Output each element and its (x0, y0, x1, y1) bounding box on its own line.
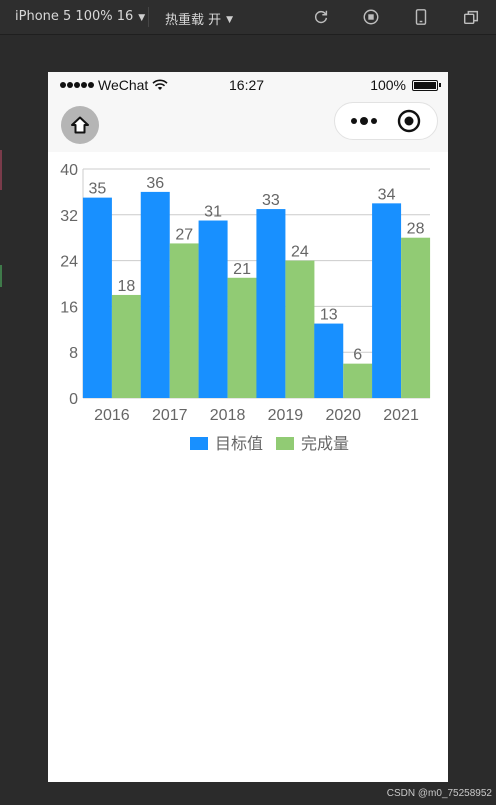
phone-simulator: WeChat 16:27 100% (48, 72, 448, 782)
hot-reload-label: 热重载 开 (165, 13, 222, 28)
phone-icon[interactable] (411, 7, 431, 27)
editor-gutter-marker (0, 150, 2, 190)
data-label: 34 (378, 186, 396, 203)
x-tick-label: 2016 (94, 407, 130, 424)
column-chart: 0 8 16 24 32 40 35 18 2016 36 27 2017 31 21 2018 33 24 20… (48, 152, 448, 472)
hot-reload-select[interactable]: 热重载 开 ▼ (165, 9, 233, 28)
data-label: 13 (320, 307, 338, 324)
battery-status: 100% (370, 77, 441, 93)
windows-icon[interactable] (461, 7, 481, 27)
y-tick-label: 0 (69, 391, 78, 408)
y-tick-label: 32 (60, 208, 78, 225)
record-icon[interactable] (361, 7, 381, 27)
data-label: 31 (204, 204, 222, 221)
legend-swatch (190, 437, 208, 450)
y-tick-label: 24 (60, 254, 78, 271)
data-label: 35 (89, 181, 107, 198)
x-tick-label: 2017 (152, 407, 188, 424)
home-icon (71, 116, 89, 134)
data-label: 6 (353, 347, 362, 364)
bar-target (256, 209, 286, 398)
y-tick-label: 16 (60, 299, 78, 316)
miniprogram-capsule (334, 102, 438, 140)
data-label: 21 (233, 261, 251, 278)
carrier: WeChat (60, 77, 168, 93)
bar-completed (111, 294, 141, 398)
battery-percent: 100% (370, 77, 406, 93)
carrier-name: WeChat (98, 77, 149, 93)
data-label: 18 (118, 278, 136, 295)
bar-target (372, 203, 402, 398)
data-label: 27 (175, 226, 193, 243)
simulator-toolbar: iPhone 5 100% 16 ▼ 热重载 开 ▼ (0, 0, 496, 35)
x-tick-label: 2019 (268, 407, 304, 424)
signal-icon (60, 82, 94, 88)
bar-completed (227, 277, 257, 398)
bar-completed (285, 260, 315, 398)
navigation-bar (48, 100, 448, 152)
watermark: CSDN @m0_75258952 (386, 788, 492, 799)
y-tick-label: 40 (60, 162, 78, 179)
toolbar-divider (148, 7, 149, 27)
chart-canvas: 0 8 16 24 32 40 35 18 2016 36 27 2017 31 21 2018 33 24 20… (60, 162, 431, 453)
editor-gutter-marker (0, 265, 2, 287)
status-time: 16:27 (229, 77, 265, 93)
legend-label: 完成量 (301, 435, 349, 453)
data-label: 28 (407, 221, 425, 238)
bar-target (140, 191, 170, 398)
x-tick-label: 2018 (210, 407, 246, 424)
bar-completed (169, 243, 199, 398)
legend-swatch (276, 437, 294, 450)
x-tick-label: 2020 (325, 407, 361, 424)
home-button[interactable] (61, 106, 99, 144)
bar-target (314, 323, 344, 398)
more-dots-icon (351, 117, 377, 125)
wifi-icon (152, 79, 168, 90)
refresh-icon[interactable] (311, 7, 331, 27)
more-menu-button[interactable] (343, 103, 385, 139)
chevron-down-icon: ▼ (226, 14, 234, 25)
y-tick-label: 8 (69, 345, 78, 362)
bar-target (198, 220, 228, 398)
bar-completed (401, 237, 431, 398)
status-bar: WeChat 16:27 100% (48, 72, 448, 100)
target-close-icon (397, 109, 421, 133)
device-select-label: iPhone 5 100% 16 (15, 9, 134, 24)
data-label: 33 (262, 192, 280, 209)
chevron-down-icon: ▼ (138, 12, 146, 23)
data-label: 24 (291, 244, 309, 261)
bar-target (82, 197, 112, 398)
device-select[interactable]: iPhone 5 100% 16 ▼ (15, 9, 145, 24)
data-label: 36 (146, 175, 164, 192)
bar-completed (343, 363, 373, 398)
legend-label: 目标值 (215, 435, 263, 453)
x-tick-label: 2021 (383, 407, 419, 424)
battery-icon (412, 79, 441, 91)
close-miniprogram-button[interactable] (389, 103, 429, 139)
